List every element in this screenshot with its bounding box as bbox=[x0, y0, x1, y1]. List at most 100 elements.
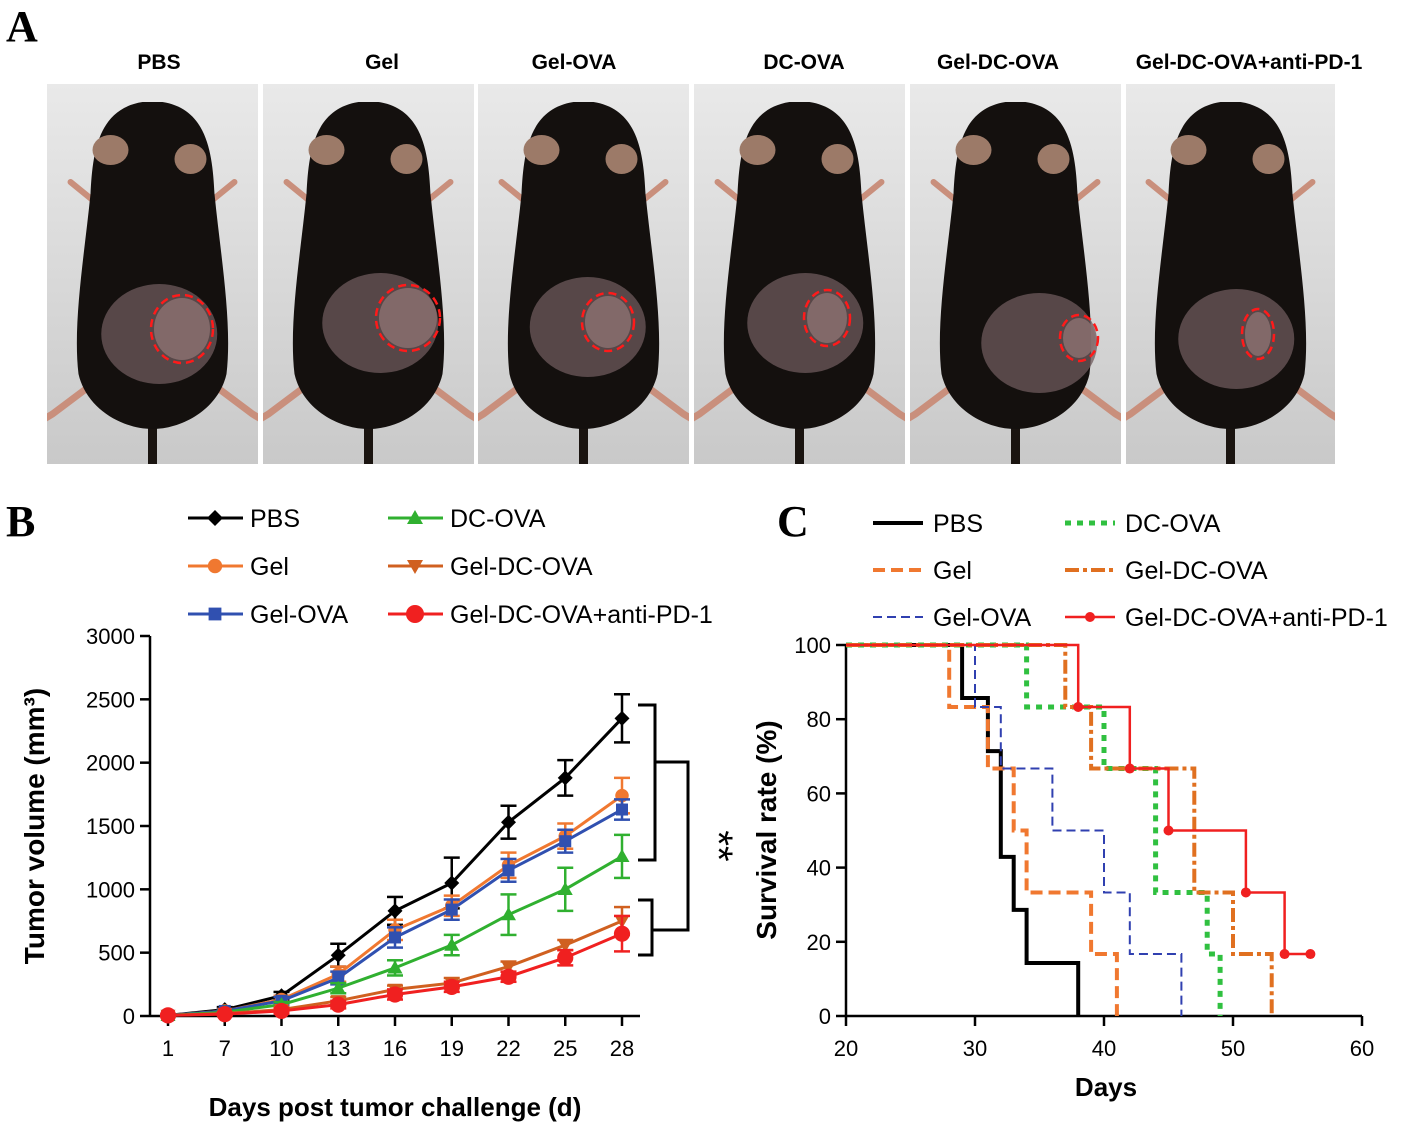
survival-curve bbox=[846, 643, 1311, 956]
photo-label: Gel-OVA bbox=[531, 51, 617, 74]
data-point bbox=[501, 814, 516, 830]
legend-entry: Gel bbox=[188, 553, 289, 581]
mouse-photo bbox=[910, 84, 1121, 464]
bracket-outer bbox=[652, 760, 690, 932]
x-tick-label: 30 bbox=[963, 1036, 987, 1061]
data-point bbox=[614, 848, 630, 863]
y-tick-label: 40 bbox=[807, 856, 831, 881]
x-tick-label: 1 bbox=[162, 1036, 174, 1061]
x-tick-label: 13 bbox=[326, 1036, 350, 1061]
series-2 bbox=[846, 644, 1183, 1016]
panel-c-letter: C bbox=[777, 497, 809, 546]
mouse-ear bbox=[1252, 144, 1285, 174]
y-tick-label: 20 bbox=[807, 930, 831, 955]
y-tick-label: 100 bbox=[794, 633, 831, 658]
data-point bbox=[273, 1002, 290, 1020]
legend-entry: PBS bbox=[188, 505, 300, 533]
mouse-ear bbox=[174, 144, 207, 174]
y-tick-label: 2500 bbox=[86, 687, 135, 712]
x-tick-label: 60 bbox=[1350, 1036, 1374, 1061]
mouse-hind-foot bbox=[1126, 380, 1174, 421]
legend-entry: Gel-OVA bbox=[188, 601, 348, 629]
x-tick-label: 7 bbox=[219, 1036, 231, 1061]
data-point bbox=[613, 925, 631, 942]
x-tick-label: 50 bbox=[1221, 1036, 1245, 1061]
photo-label: PBS bbox=[137, 51, 181, 74]
data-point bbox=[614, 710, 630, 726]
x-tick-label: 40 bbox=[1092, 1036, 1116, 1061]
mouse-hind-foot bbox=[47, 380, 96, 422]
mouse-hind-foot bbox=[910, 380, 959, 422]
tumor-outline bbox=[149, 293, 215, 365]
legend-entry: Gel-DC-OVA+anti-PD-1 bbox=[388, 601, 713, 629]
mouse-hind-foot bbox=[478, 380, 527, 422]
tumor-outline bbox=[374, 283, 442, 353]
mouse-ear bbox=[1037, 144, 1070, 174]
panel-a-letter: A bbox=[6, 2, 38, 51]
y-tick-label: 1000 bbox=[86, 877, 135, 902]
tumor bbox=[585, 296, 631, 348]
survival-curve bbox=[846, 643, 1274, 1016]
tumor bbox=[1245, 312, 1271, 356]
x-tick-label: 19 bbox=[440, 1036, 464, 1061]
mouse-ear bbox=[605, 144, 638, 174]
mouse-hind-foot bbox=[694, 380, 743, 422]
legend-label: Gel-OVA bbox=[250, 601, 348, 629]
mouse-photo bbox=[263, 84, 474, 464]
mouse-ear bbox=[955, 135, 992, 165]
mouse-hind-foot bbox=[1072, 380, 1121, 422]
data-point bbox=[389, 931, 401, 944]
legend-label: Gel bbox=[933, 557, 972, 585]
legend-entry: DC-OVA bbox=[388, 505, 546, 533]
data-point bbox=[443, 978, 460, 995]
photo-label: DC-OVA bbox=[763, 51, 845, 74]
mouse-hind-foot bbox=[640, 380, 689, 422]
data-point bbox=[332, 972, 345, 984]
y-tick-label: 80 bbox=[807, 707, 831, 732]
data-point bbox=[444, 875, 460, 891]
shaved-skin bbox=[981, 293, 1098, 393]
data-point bbox=[208, 607, 222, 621]
data-point bbox=[216, 1006, 233, 1023]
data-point bbox=[502, 864, 515, 877]
legend-label: Gel-DC-OVA+anti-PD-1 bbox=[1125, 604, 1388, 632]
tumor bbox=[379, 288, 437, 348]
legend-label: Gel-OVA bbox=[933, 604, 1031, 632]
mouse-photo bbox=[47, 84, 258, 464]
bracket-upper bbox=[638, 703, 657, 862]
legend-entry: DC-OVA bbox=[1065, 510, 1221, 538]
x-tick-label: 10 bbox=[269, 1036, 293, 1061]
series-0 bbox=[846, 643, 1081, 1016]
series-5 bbox=[846, 643, 1316, 960]
data-point bbox=[207, 558, 223, 574]
data-point bbox=[500, 968, 517, 985]
series-4 bbox=[846, 643, 1274, 1016]
tumor-outline bbox=[802, 288, 852, 348]
photo-label: Gel-DC-OVA+anti-PD-1 bbox=[1135, 51, 1363, 74]
bracket-lower bbox=[638, 898, 654, 957]
data-point bbox=[1305, 949, 1316, 960]
legend-label: Gel-DC-OVA+anti-PD-1 bbox=[450, 601, 713, 629]
legend-label: Gel-DC-OVA bbox=[450, 553, 593, 581]
mouse-hind-foot bbox=[209, 380, 258, 422]
legend-entry: PBS bbox=[873, 510, 983, 538]
data-point bbox=[387, 903, 403, 919]
data-point bbox=[616, 803, 628, 816]
data-point bbox=[501, 960, 516, 975]
mouse-ear bbox=[390, 144, 423, 174]
legend-entry: Gel-OVA bbox=[873, 604, 1031, 632]
x-tick-label: 28 bbox=[610, 1036, 634, 1061]
data-point bbox=[407, 510, 423, 524]
mouse-ear bbox=[308, 135, 345, 165]
tumor-volume-chart: 0 500 1000 1500 2000 2500 3000 1 7 10 13 16 19 22 25 28… bbox=[19, 505, 740, 1122]
data-point bbox=[444, 937, 460, 951]
tumor-outline bbox=[1240, 307, 1276, 361]
mouse-ear bbox=[739, 135, 776, 165]
data-point bbox=[159, 1007, 177, 1024]
y-tick-label: 60 bbox=[807, 781, 831, 806]
tumor bbox=[1063, 318, 1095, 358]
legend-entry: Gel bbox=[873, 557, 972, 585]
legend-label: Gel bbox=[250, 553, 289, 581]
x-tick-label: 16 bbox=[383, 1036, 407, 1061]
